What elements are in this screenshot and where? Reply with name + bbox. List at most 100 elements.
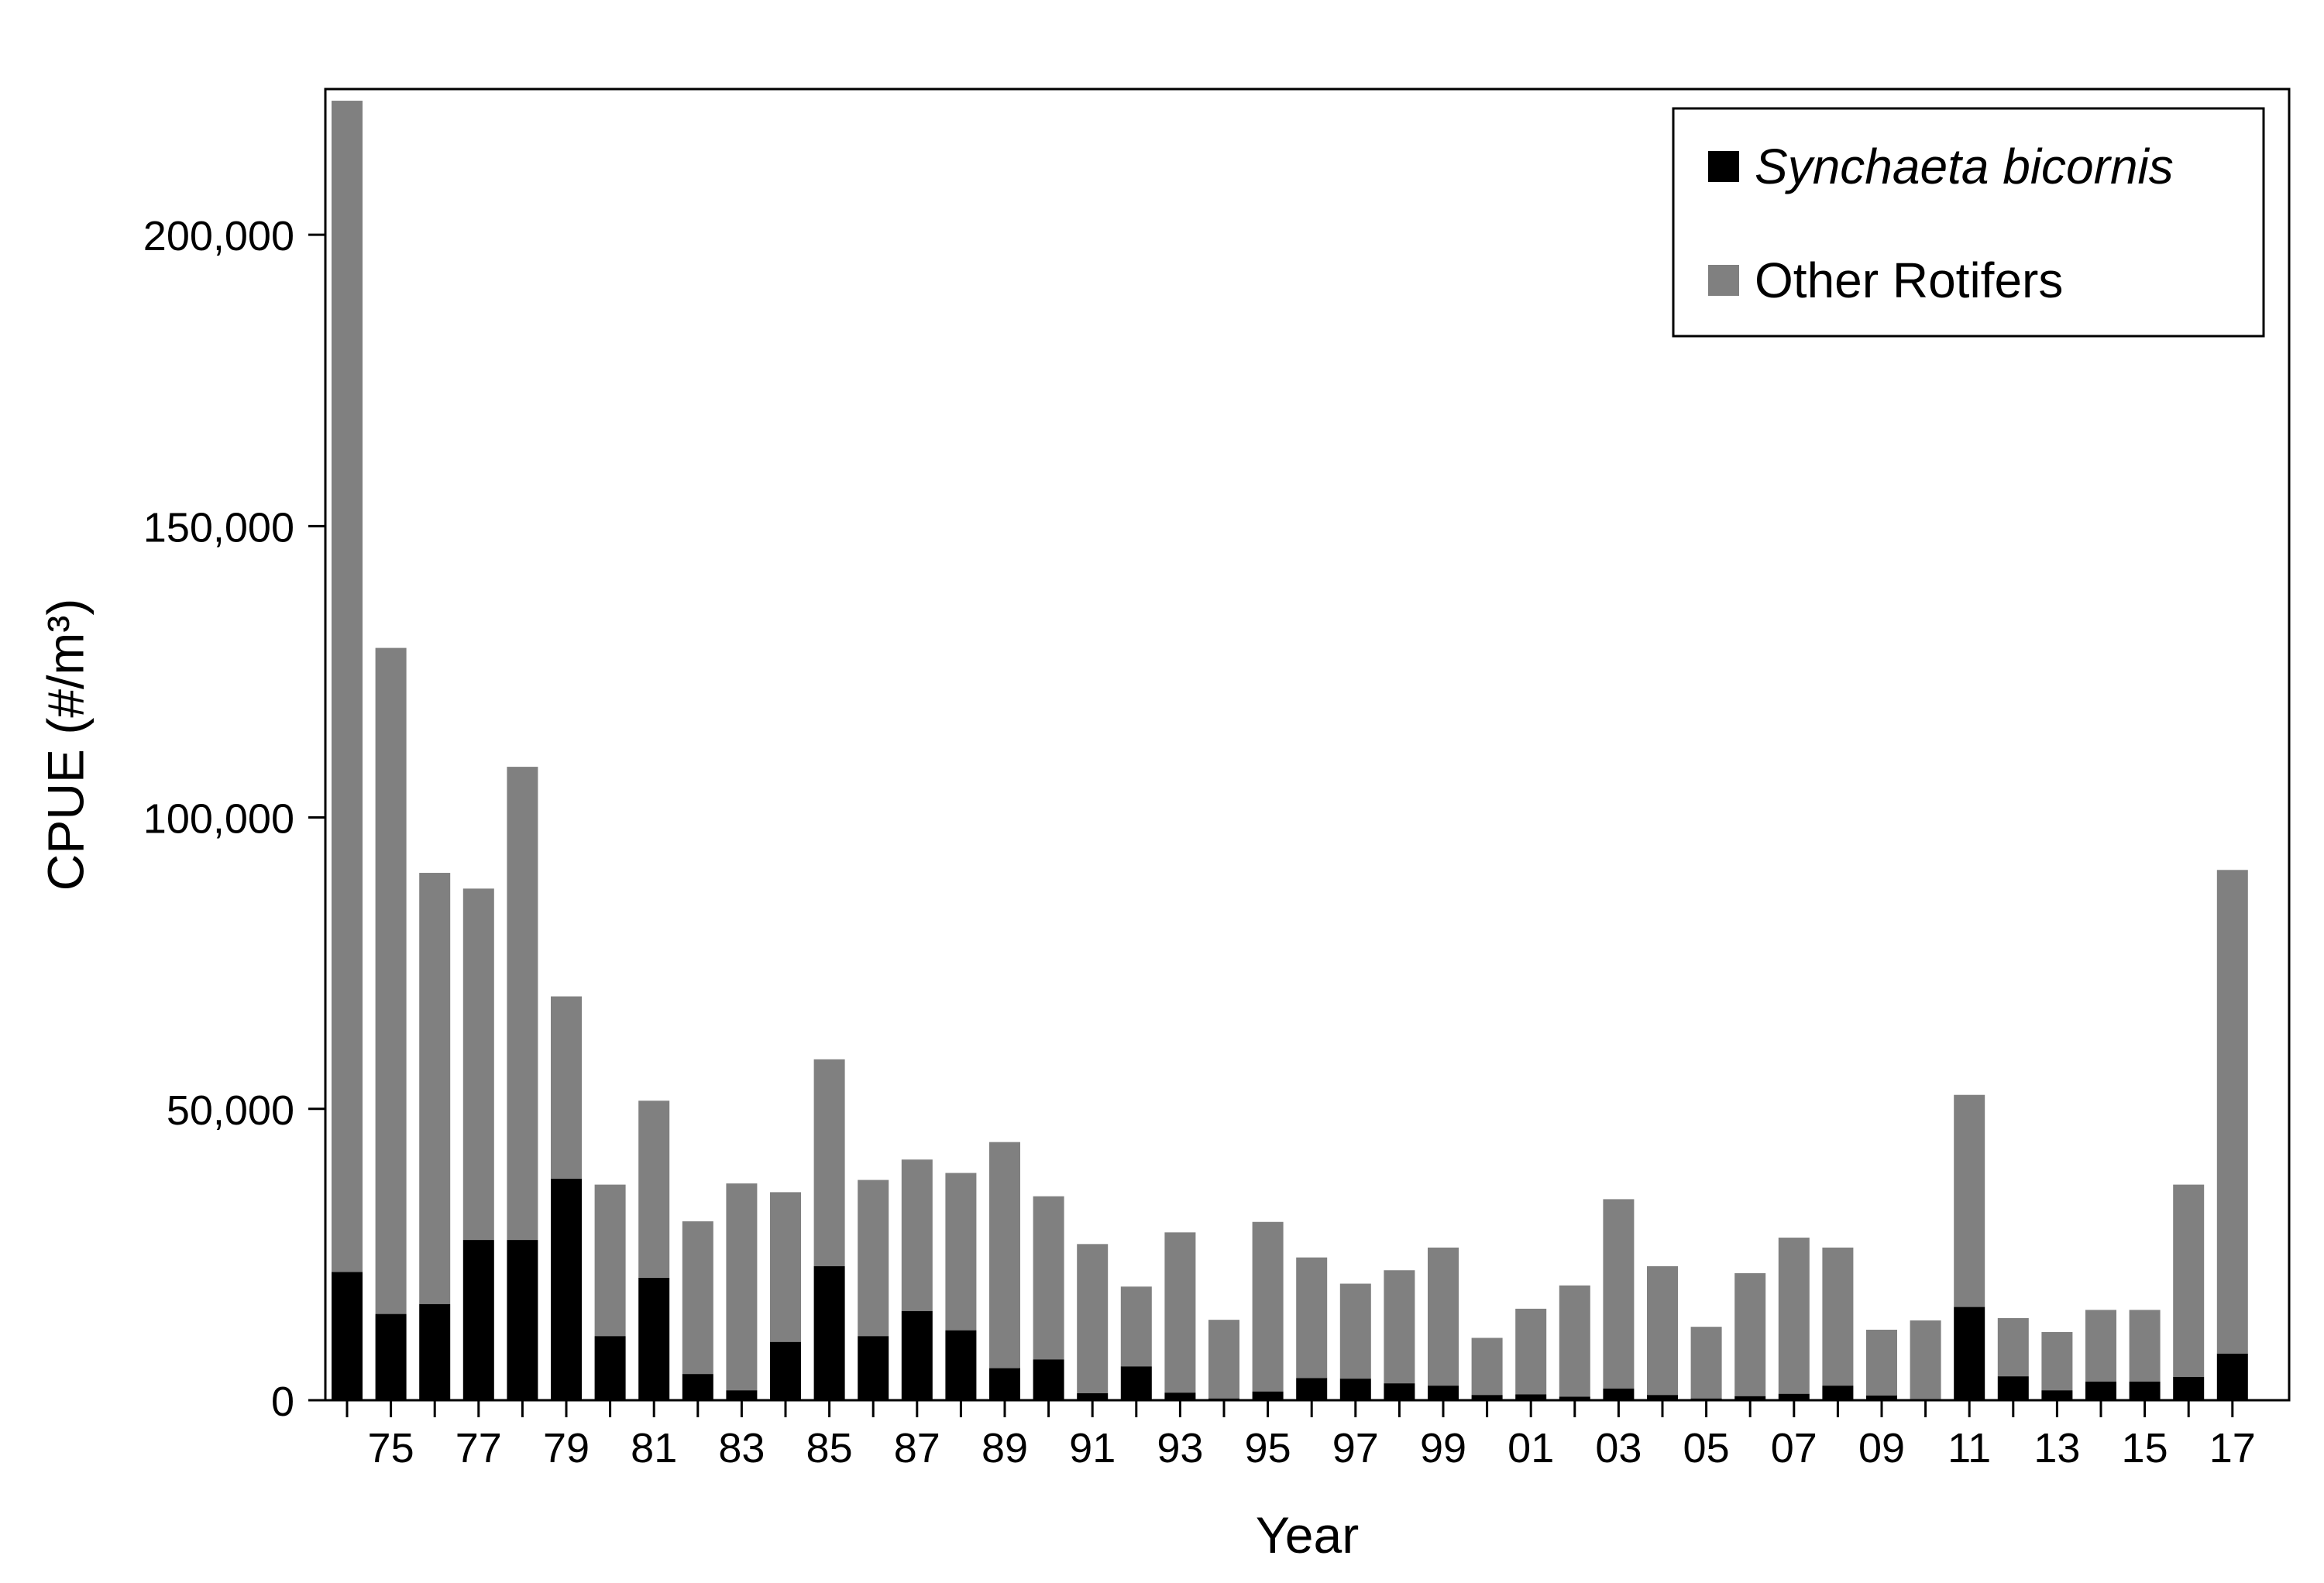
x-tick-label: 07 xyxy=(1771,1425,1817,1471)
bar-other-rotifers-87 xyxy=(901,1159,933,1311)
bar-other-rotifers-88 xyxy=(945,1173,977,1331)
bar-synchaeta-bicornis-17 xyxy=(2216,1353,2248,1400)
y-tick-label: 100,000 xyxy=(143,796,294,843)
bar-synchaeta-bicornis-04 xyxy=(1647,1395,1678,1400)
bar-other-rotifers-82 xyxy=(682,1221,713,1375)
legend-label-other-rotifers: Other Rotifers xyxy=(1755,252,2063,308)
bar-other-rotifers-91 xyxy=(1077,1244,1109,1393)
bar-synchaeta-bicornis-75 xyxy=(375,1313,407,1400)
bar-other-rotifers-94 xyxy=(1208,1320,1239,1399)
x-axis: 75 77 79 81 83 85 87 89 91 93 95 97 99 01 03 05 07 09 11 13… xyxy=(346,1400,2256,1471)
bar-other-rotifers-05 xyxy=(1690,1327,1722,1399)
bar-other-rotifers-80 xyxy=(594,1184,626,1337)
bar-synchaeta-bicornis-90 xyxy=(1033,1359,1064,1400)
bar-synchaeta-bicornis-96 xyxy=(1296,1378,1328,1400)
bar-synchaeta-bicornis-97 xyxy=(1339,1379,1371,1400)
bar-other-rotifers-79 xyxy=(551,996,582,1180)
bar-other-rotifers-83 xyxy=(726,1183,758,1391)
bar-other-rotifers-13 xyxy=(2041,1331,2073,1391)
bar-synchaeta-bicornis-12 xyxy=(1997,1376,2029,1400)
bar-other-rotifers-99 xyxy=(1428,1247,1459,1386)
bar-other-rotifers-16 xyxy=(2173,1184,2205,1377)
bar-synchaeta-bicornis-99 xyxy=(1428,1386,1459,1400)
bar-other-rotifers-93 xyxy=(1164,1232,1196,1393)
x-tick-label: 75 xyxy=(368,1425,414,1471)
y-axis: 0 50,000 100,000 150,000 200,000 xyxy=(143,213,325,1425)
bar-synchaeta-bicornis-83 xyxy=(726,1390,758,1400)
bar-other-rotifers-95 xyxy=(1252,1221,1284,1392)
bar-synchaeta-bicornis-88 xyxy=(945,1330,977,1400)
bar-other-rotifers-90 xyxy=(1033,1196,1064,1360)
bar-other-rotifers-02 xyxy=(1559,1285,1590,1397)
bar-other-rotifers-11 xyxy=(1954,1094,1985,1307)
bar-other-rotifers-77 xyxy=(462,888,494,1241)
bar-other-rotifers-86 xyxy=(858,1180,889,1337)
bar-synchaeta-bicornis-86 xyxy=(858,1336,889,1400)
legend-label-synchaeta-bicornis: Synchaeta bicornis xyxy=(1755,139,2174,194)
legend-swatch-synchaeta-bicornis xyxy=(1708,151,1739,182)
x-tick-label: 85 xyxy=(806,1425,853,1471)
y-tick-label: 0 xyxy=(271,1379,294,1425)
bar-other-rotifers-92 xyxy=(1120,1286,1152,1367)
legend: Synchaeta bicornis Other Rotifers xyxy=(1672,107,2265,338)
bar-other-rotifers-15 xyxy=(2129,1310,2161,1382)
y-tick-label: 50,000 xyxy=(167,1087,294,1134)
x-tick-label: 97 xyxy=(1332,1425,1379,1471)
bar-synchaeta-bicornis-07 xyxy=(1778,1393,1810,1400)
bar-other-rotifers-75 xyxy=(375,647,407,1314)
x-tick-label: 95 xyxy=(1245,1425,1291,1471)
bar-synchaeta-bicornis-16 xyxy=(2173,1376,2205,1400)
bar-synchaeta-bicornis-00 xyxy=(1471,1395,1503,1400)
y-axis-label: CPUE (#/m³) xyxy=(36,599,94,891)
x-tick-label: 03 xyxy=(1595,1425,1642,1471)
y-tick-label: 200,000 xyxy=(143,213,294,259)
bar-synchaeta-bicornis-74 xyxy=(332,1272,363,1400)
bar-synchaeta-bicornis-78 xyxy=(507,1240,538,1400)
bar-other-rotifers-98 xyxy=(1384,1270,1415,1384)
bar-synchaeta-bicornis-82 xyxy=(682,1374,713,1400)
bar-synchaeta-bicornis-01 xyxy=(1515,1394,1547,1400)
x-tick-label: 01 xyxy=(1508,1425,1554,1471)
bar-other-rotifers-78 xyxy=(507,767,538,1241)
bar-synchaeta-bicornis-91 xyxy=(1077,1392,1109,1400)
bar-synchaeta-bicornis-98 xyxy=(1384,1383,1415,1400)
x-tick-label: 91 xyxy=(1069,1425,1116,1471)
plot-frame xyxy=(324,88,2291,1402)
bar-synchaeta-bicornis-77 xyxy=(462,1240,494,1400)
bar-other-rotifers-08 xyxy=(1822,1247,1854,1386)
x-tick-label: 89 xyxy=(982,1425,1028,1471)
x-tick-label: 11 xyxy=(1948,1425,1991,1471)
bar-other-rotifers-81 xyxy=(638,1101,670,1278)
bar-synchaeta-bicornis-02 xyxy=(1559,1396,1590,1400)
bar-other-rotifers-12 xyxy=(1997,1317,2029,1377)
x-tick-label: 87 xyxy=(894,1425,940,1471)
bar-other-rotifers-03 xyxy=(1603,1199,1635,1389)
bar-other-rotifers-07 xyxy=(1778,1238,1810,1394)
bar-other-rotifers-84 xyxy=(770,1192,801,1342)
bar-other-rotifers-04 xyxy=(1647,1265,1678,1396)
x-tick-label: 99 xyxy=(1420,1425,1466,1471)
bar-synchaeta-bicornis-14 xyxy=(2085,1381,2116,1400)
bar-synchaeta-bicornis-09 xyxy=(1866,1395,1897,1400)
bar-synchaeta-bicornis-79 xyxy=(551,1179,582,1400)
bar-synchaeta-bicornis-06 xyxy=(1734,1396,1766,1400)
x-axis-label: Year xyxy=(1256,1506,1359,1564)
bar-synchaeta-bicornis-87 xyxy=(901,1310,933,1400)
legend-swatch-other-rotifers xyxy=(1708,265,1739,296)
bar-other-rotifers-06 xyxy=(1734,1272,1766,1396)
bar-other-rotifers-96 xyxy=(1296,1257,1328,1379)
bar-other-rotifers-17 xyxy=(2216,870,2248,1354)
x-tick-label: 09 xyxy=(1858,1425,1905,1471)
y-tick-label: 150,000 xyxy=(143,504,294,551)
x-tick-label: 93 xyxy=(1157,1425,1203,1471)
bar-synchaeta-bicornis-84 xyxy=(770,1341,801,1400)
bar-synchaeta-bicornis-92 xyxy=(1120,1366,1152,1400)
x-tick-label: 81 xyxy=(631,1425,677,1471)
x-tick-label: 15 xyxy=(2122,1425,2168,1471)
bar-synchaeta-bicornis-11 xyxy=(1954,1307,1985,1400)
bar-synchaeta-bicornis-13 xyxy=(2041,1390,2073,1400)
bar-other-rotifers-74 xyxy=(332,101,363,1272)
x-tick-label: 13 xyxy=(2033,1425,2080,1471)
